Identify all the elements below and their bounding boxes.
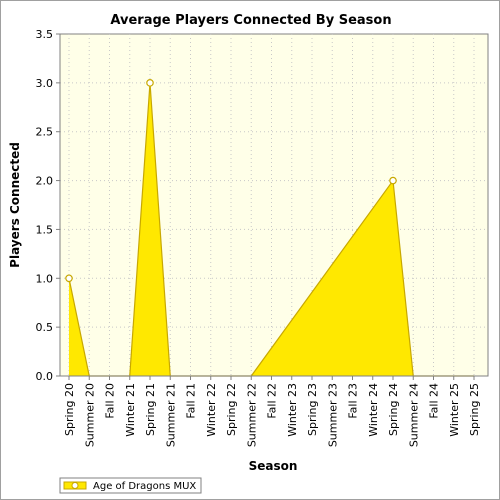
x-tick-label: Winter 21 bbox=[124, 383, 137, 437]
x-tick-label: Spring 23 bbox=[306, 383, 319, 436]
legend-label: Age of Dragons MUX bbox=[93, 481, 196, 492]
x-tick-label: Spring 24 bbox=[387, 383, 400, 436]
y-tick-label: 2.0 bbox=[36, 175, 54, 188]
data-point bbox=[65, 274, 73, 283]
chart-title: Average Players Connected By Season bbox=[110, 13, 391, 28]
legend-marker bbox=[71, 482, 79, 489]
data-point bbox=[146, 79, 154, 87]
x-tick-label: Summer 21 bbox=[164, 383, 177, 447]
x-tick-label: Spring 20 bbox=[63, 383, 76, 436]
y-tick-label: 3.5 bbox=[36, 28, 54, 41]
x-tick-label: Spring 22 bbox=[225, 383, 238, 436]
x-tick-label: Fall 22 bbox=[266, 383, 279, 419]
y-tick-label: 2.5 bbox=[36, 126, 54, 139]
x-tick-label: Summer 24 bbox=[407, 383, 420, 447]
x-tick-labels: Spring 20 Summer 20 Fall 20 Winter 21 Spring… bbox=[63, 383, 481, 447]
data-point bbox=[389, 176, 397, 185]
x-tick-label: Summer 22 bbox=[245, 383, 258, 447]
series-fill bbox=[69, 82, 474, 376]
axes bbox=[56, 33, 488, 380]
y-tick-label: 1.5 bbox=[36, 223, 54, 236]
x-tick-label: Fall 24 bbox=[428, 383, 441, 419]
x-axis-title: Season bbox=[249, 459, 298, 473]
y-tick-label: 0.0 bbox=[36, 370, 54, 383]
y-tick-label: 1.0 bbox=[36, 272, 54, 285]
x-tick-label: Fall 21 bbox=[185, 383, 198, 419]
x-tick-label: Summer 23 bbox=[326, 383, 339, 447]
x-tick-label: Spring 25 bbox=[468, 383, 481, 436]
y-axis-title: Players Connected bbox=[8, 142, 22, 268]
y-tick-labels: 0.0 0.5 1.0 1.5 2.0 2.5 3.0 3.5 bbox=[36, 28, 54, 383]
y-tick-label: 0.5 bbox=[36, 321, 54, 334]
x-tick-label: Fall 20 bbox=[104, 383, 117, 419]
x-tick-label: Winter 22 bbox=[205, 383, 218, 437]
legend: Age of Dragons MUX bbox=[59, 477, 202, 494]
x-tick-label: Spring 21 bbox=[144, 383, 157, 436]
x-tick-label: Winter 24 bbox=[367, 383, 380, 437]
x-tick-label: Winter 23 bbox=[286, 383, 299, 437]
y-tick-label: 3.0 bbox=[36, 77, 54, 90]
x-tick-label: Summer 20 bbox=[83, 383, 96, 447]
x-tick-label: Winter 25 bbox=[448, 383, 461, 437]
plot-area bbox=[59, 33, 489, 377]
x-tick-label: Fall 23 bbox=[347, 383, 360, 419]
legend-box bbox=[59, 477, 202, 494]
